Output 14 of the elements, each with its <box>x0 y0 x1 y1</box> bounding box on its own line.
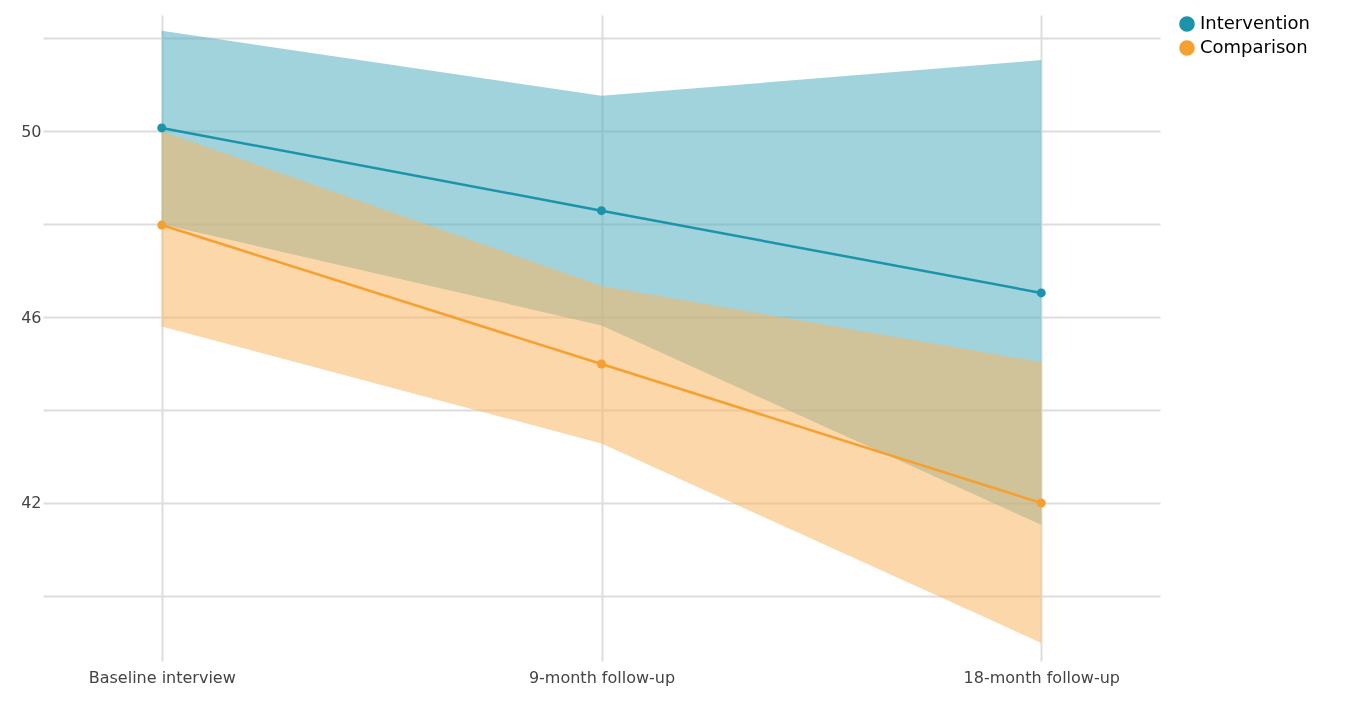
point <box>1036 498 1046 508</box>
legend-label: Intervention <box>1200 12 1310 33</box>
x-tick-label: 9-month follow-up <box>528 667 676 687</box>
y-tick-label: 46 <box>21 307 42 327</box>
legend-label: Comparison <box>1200 36 1308 57</box>
point <box>157 123 167 133</box>
x-tick-label: Baseline interview <box>88 667 236 687</box>
y-tick-label: 50 <box>21 121 42 141</box>
point <box>1036 288 1046 298</box>
point <box>597 359 606 369</box>
point <box>157 220 167 230</box>
point <box>597 206 606 216</box>
x-tick-label: 18-month follow-up <box>963 667 1120 687</box>
y-tick-label: 42 <box>21 493 42 513</box>
